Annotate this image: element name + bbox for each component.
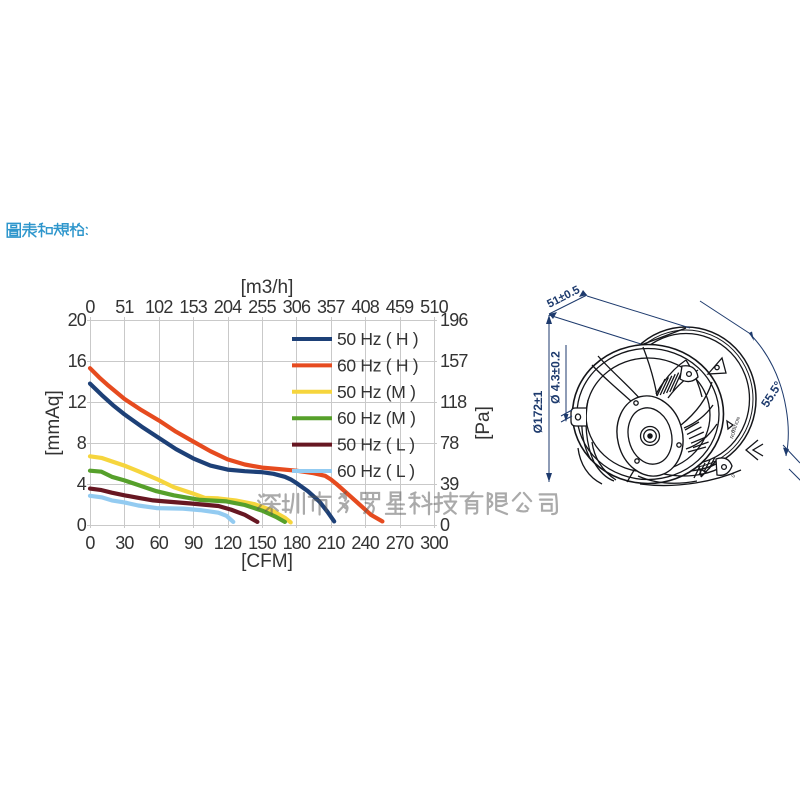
svg-text:306: 306 xyxy=(283,297,311,317)
svg-text:180: 180 xyxy=(283,533,311,553)
svg-text:60 Hz ( H ): 60 Hz ( H ) xyxy=(337,355,418,375)
svg-text:50 Hz ( H ): 50 Hz ( H ) xyxy=(337,329,418,349)
svg-text:210: 210 xyxy=(317,533,345,553)
svg-text:78: 78 xyxy=(440,433,459,453)
svg-text:Ø 4.3±0.2: Ø 4.3±0.2 xyxy=(549,351,563,404)
svg-text:118: 118 xyxy=(440,392,467,412)
svg-text:357: 357 xyxy=(317,297,345,317)
svg-text:ROTATION: ROTATION xyxy=(729,416,741,439)
svg-text:196: 196 xyxy=(440,310,468,330)
svg-text:0: 0 xyxy=(85,533,95,553)
svg-text:60: 60 xyxy=(150,533,169,553)
svg-text:51: 51 xyxy=(115,297,134,317)
svg-text:510: 510 xyxy=(420,297,448,317)
svg-text:50 Hz (M ): 50 Hz (M ) xyxy=(337,382,416,402)
svg-text:270: 270 xyxy=(386,533,414,553)
svg-text:60 Hz ( L ): 60 Hz ( L ) xyxy=(337,461,415,481)
svg-text:16: 16 xyxy=(68,351,87,371)
svg-text:60 Hz (M ): 60 Hz (M ) xyxy=(337,408,416,428)
svg-text:Ø172±1: Ø172±1 xyxy=(531,390,545,433)
svg-text:90: 90 xyxy=(184,533,203,553)
svg-text:20: 20 xyxy=(68,310,87,330)
svg-text:120: 120 xyxy=(214,533,242,553)
svg-text:153: 153 xyxy=(179,297,207,317)
svg-text:50 Hz ( L ): 50 Hz ( L ) xyxy=(337,435,415,455)
svg-text:0°: 0° xyxy=(731,472,739,479)
svg-text:408: 408 xyxy=(351,297,379,317)
svg-text:0: 0 xyxy=(440,515,450,535)
svg-text:[mmAq]: [mmAq] xyxy=(43,390,64,455)
svg-text:8: 8 xyxy=(77,433,87,453)
svg-text:150: 150 xyxy=(248,533,276,553)
svg-text:459: 459 xyxy=(386,297,414,317)
svg-text:0: 0 xyxy=(77,515,87,535)
svg-text:255: 255 xyxy=(248,297,276,317)
svg-text:12: 12 xyxy=(68,392,87,412)
svg-text:204: 204 xyxy=(214,297,242,317)
svg-text:157: 157 xyxy=(440,351,468,371)
svg-text:0°: 0° xyxy=(730,427,737,434)
svg-text:4: 4 xyxy=(77,474,87,494)
svg-text:39: 39 xyxy=(440,474,459,494)
svg-text:[CFM]: [CFM] xyxy=(241,551,293,572)
svg-text:[Pa]: [Pa] xyxy=(473,406,494,440)
svg-text:240: 240 xyxy=(351,533,379,553)
svg-text:102: 102 xyxy=(145,297,173,317)
svg-text:300: 300 xyxy=(420,533,448,553)
svg-text:30: 30 xyxy=(115,533,134,553)
svg-text:0: 0 xyxy=(85,297,95,317)
svg-text:[m3/h]: [m3/h] xyxy=(241,277,294,298)
